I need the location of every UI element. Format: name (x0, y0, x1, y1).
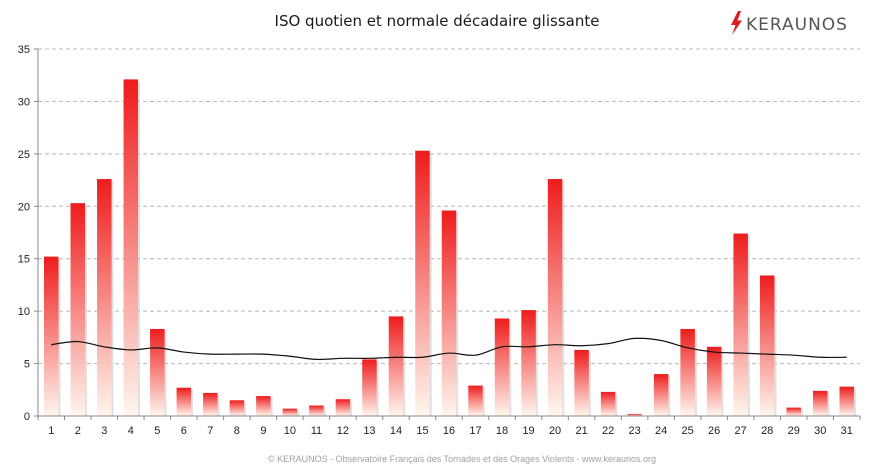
x-tick-label: 14 (390, 425, 402, 437)
bar (70, 203, 86, 416)
bar (600, 391, 616, 416)
x-tick-label: 13 (363, 425, 375, 437)
x-tick-label: 11 (311, 425, 322, 437)
x-tick-label: 9 (260, 425, 266, 437)
x-tick-label: 12 (337, 425, 349, 437)
bar (44, 256, 59, 416)
bar (733, 233, 748, 416)
x-tick-label: 15 (416, 425, 428, 437)
bar (176, 387, 192, 416)
bar (388, 316, 404, 416)
bar (203, 392, 218, 416)
bar (706, 346, 722, 416)
bar (229, 400, 245, 416)
bar (415, 150, 430, 416)
bar (468, 385, 483, 416)
x-tick-label: 17 (469, 425, 481, 437)
y-tick-label: 25 (18, 149, 30, 161)
x-tick-label: 1 (48, 425, 54, 437)
x-tick-label: 8 (234, 425, 240, 437)
lightning-bolt-icon (731, 11, 742, 35)
y-tick-label: 10 (18, 306, 30, 318)
x-tick-label: 29 (788, 425, 800, 437)
x-tick-label: 27 (735, 425, 747, 437)
bar (653, 374, 669, 416)
x-tick-label: 3 (101, 425, 107, 437)
y-tick-label: 30 (18, 96, 30, 108)
keraunos-logo: KERAUNOS (731, 11, 848, 35)
y-tick-label: 35 (18, 44, 30, 56)
bar-series (44, 79, 856, 416)
x-tick-label: 19 (522, 425, 534, 437)
x-tick-label: 5 (154, 425, 160, 437)
bar (335, 399, 351, 416)
normal-line (51, 337, 847, 361)
x-tick-label: 6 (181, 425, 187, 437)
bar (309, 405, 324, 416)
chart-title: ISO quotien et normale décadaire glissan… (275, 12, 600, 30)
x-tick-label: 22 (602, 425, 614, 437)
x-tick-label: 10 (284, 425, 296, 437)
x-tick-label: 25 (682, 425, 694, 437)
x-tick-label: 4 (128, 425, 134, 437)
y-tick-label: 0 (24, 411, 30, 423)
x-tick-label: 31 (841, 425, 853, 437)
x-axis: 1 2 3 4 5 6 7 8 9 10 11 12 13 14 15 16 17 18 19 20 21 22 23 24 2… (37, 415, 861, 437)
bar (627, 413, 642, 416)
bar (256, 396, 271, 416)
x-tick-label: 7 (207, 425, 213, 437)
x-tick-label: 20 (549, 425, 561, 437)
bar (812, 390, 828, 416)
y-tick-label: 15 (18, 254, 30, 266)
bar (97, 179, 112, 416)
bar (521, 310, 536, 416)
bar (759, 275, 775, 416)
normal-line-series (51, 337, 847, 361)
x-tick-label: 26 (708, 425, 720, 437)
y-tick-label: 5 (24, 359, 30, 371)
y-axis: 0 5 10 15 20 25 30 35 (18, 44, 39, 423)
x-tick-label: 16 (443, 425, 455, 437)
footer-credit: © KERAUNOS - Observatoire Français des T… (268, 454, 656, 464)
bar (441, 210, 457, 416)
gridlines (38, 48, 860, 365)
bar (680, 328, 695, 416)
y-tick-label: 20 (18, 201, 30, 213)
brand-name: KERAUNOS (746, 15, 848, 35)
bar (362, 359, 377, 416)
x-tick-label: 30 (814, 425, 826, 437)
x-tick-label: 18 (496, 425, 508, 437)
bar (282, 408, 298, 416)
bar (786, 407, 801, 416)
bar (547, 179, 563, 416)
bar (123, 79, 139, 416)
x-tick-label: 2 (75, 425, 81, 437)
x-tick-label: 24 (655, 425, 667, 437)
x-tick-label: 28 (761, 425, 773, 437)
x-tick-label: 21 (575, 425, 587, 437)
bar (150, 328, 165, 416)
bar (574, 349, 589, 416)
bar (494, 318, 510, 416)
bar (839, 386, 854, 416)
x-tick-label: 23 (628, 425, 640, 437)
